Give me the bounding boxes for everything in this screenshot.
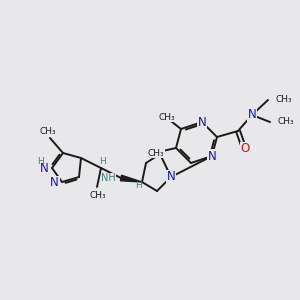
- Text: CH₃: CH₃: [90, 190, 106, 200]
- Text: O: O: [240, 142, 250, 155]
- Text: N: N: [248, 109, 256, 122]
- Text: H: H: [100, 157, 106, 166]
- Text: CH₃: CH₃: [148, 148, 164, 158]
- Text: N: N: [40, 161, 49, 175]
- Text: N: N: [50, 176, 59, 190]
- Text: H: H: [37, 157, 44, 166]
- Polygon shape: [121, 175, 142, 182]
- Text: CH₃: CH₃: [40, 128, 56, 136]
- Text: NH: NH: [101, 173, 116, 183]
- Text: CH₃: CH₃: [159, 112, 175, 122]
- Text: CH₃: CH₃: [278, 118, 295, 127]
- Text: N: N: [198, 116, 206, 128]
- Text: N: N: [167, 170, 176, 184]
- Text: CH₃: CH₃: [276, 94, 292, 103]
- Text: N: N: [208, 149, 216, 163]
- Text: H: H: [135, 181, 141, 190]
